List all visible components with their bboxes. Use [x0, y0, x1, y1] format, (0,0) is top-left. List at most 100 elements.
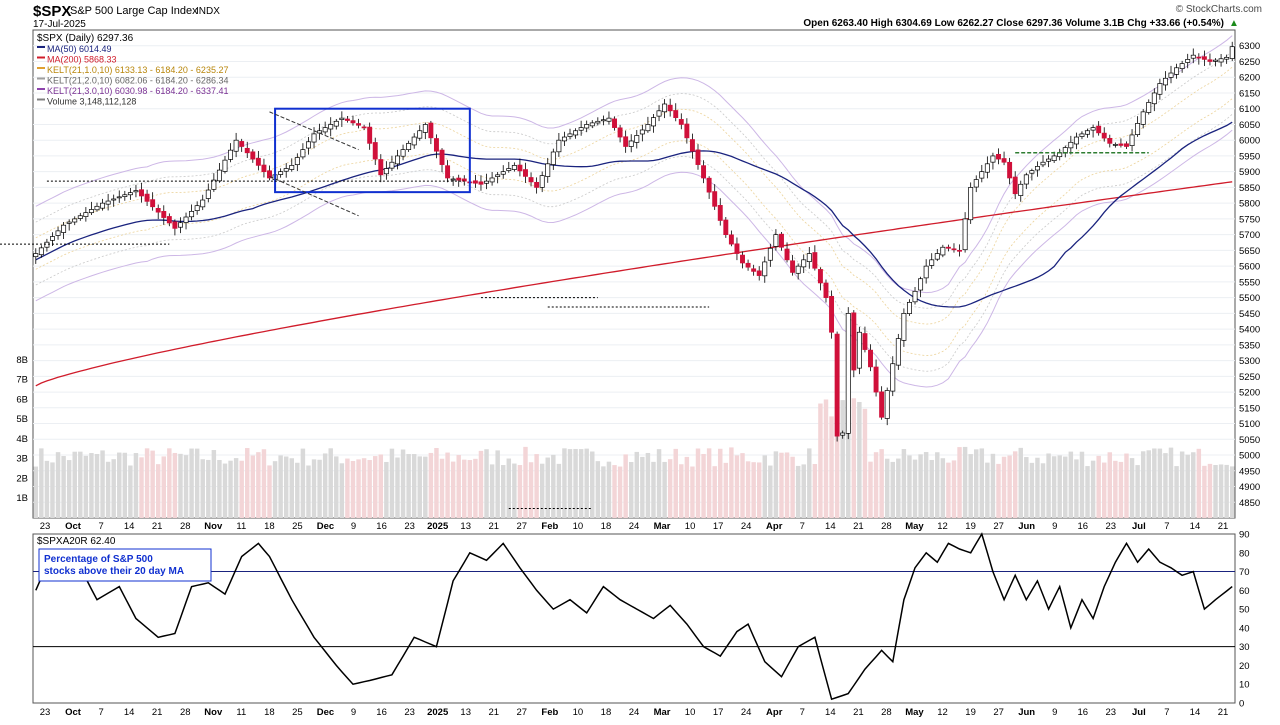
- volume-bar: [896, 458, 901, 518]
- candle-body: [812, 252, 818, 269]
- candle-body: [1040, 161, 1046, 166]
- indicator-x-label: Nov: [204, 707, 223, 718]
- volume-bar: [884, 458, 890, 518]
- volume-bar: [1040, 463, 1046, 518]
- volume-bar: [834, 399, 840, 518]
- candle-body: [1046, 158, 1052, 162]
- volume-bar: [172, 452, 178, 518]
- volume-bar: [801, 464, 806, 518]
- volume-bar: [712, 466, 717, 518]
- volume-bar: [1179, 451, 1185, 518]
- candle-body: [662, 103, 668, 113]
- candle-body: [294, 157, 300, 166]
- candle-body: [200, 199, 206, 208]
- volume-bar: [1029, 462, 1035, 518]
- price-tick-label: 5300: [1239, 356, 1260, 367]
- price-tick-label: 5950: [1239, 151, 1260, 162]
- candle-body: [840, 432, 846, 436]
- candle-body: [155, 207, 161, 213]
- indicator-x-label: 17: [713, 707, 724, 718]
- volume-bar: [818, 403, 823, 518]
- volume-bar: [334, 456, 339, 518]
- volume-bar: [556, 463, 562, 518]
- volume-bar: [72, 451, 77, 518]
- volume-bar: [1024, 457, 1029, 518]
- candle-body: [361, 126, 367, 129]
- volume-bar: [189, 448, 194, 518]
- candle-body: [1068, 141, 1074, 149]
- volume-bar: [673, 448, 678, 518]
- volume-bar: [167, 448, 172, 518]
- volume-bar: [851, 398, 857, 518]
- price-x-label: Nov: [204, 521, 223, 532]
- volume-bar: [684, 456, 690, 518]
- price-x-label: 28: [180, 521, 191, 532]
- volume-bar: [373, 456, 378, 518]
- candle-body: [411, 136, 417, 146]
- indicator-panel: 0 10 20 30 40 50 60 70 80 90 $SPXA20R 62.40 Percent…: [32, 530, 1250, 718]
- candle-body: [311, 133, 317, 143]
- candle-body: [88, 209, 94, 214]
- indicator-tick-label: 40: [1239, 623, 1250, 634]
- volume-bar: [406, 454, 411, 518]
- candle-body: [506, 168, 512, 171]
- exchange-label: INDX: [196, 6, 220, 17]
- volume-bar: [979, 448, 985, 518]
- price-x-label: 10: [573, 521, 584, 532]
- price-tick-label: 6300: [1239, 41, 1260, 52]
- chart-date: 17-Jul-2025: [33, 19, 86, 30]
- indicator-x-label: 27: [517, 707, 528, 718]
- volume-bar: [1196, 448, 1202, 518]
- candle-body: [161, 211, 167, 218]
- candle-body: [873, 366, 879, 393]
- volume-bar: [100, 450, 105, 518]
- volume-bar: [656, 449, 662, 518]
- volume-bar: [590, 451, 595, 518]
- price-x-label: 23: [40, 521, 51, 532]
- annotation-box: [38, 548, 212, 582]
- volume-bar: [1051, 456, 1057, 518]
- candle-body: [322, 127, 328, 133]
- volume-bar: [1007, 455, 1012, 518]
- candle-body: [50, 236, 55, 241]
- volume-bar: [879, 449, 884, 518]
- price-tick-label: 5650: [1239, 246, 1260, 257]
- volume-tick-label: 1B: [16, 493, 28, 504]
- volume-bar: [1118, 461, 1124, 518]
- candle-body: [183, 216, 189, 223]
- indicator-x-label: 16: [376, 707, 387, 718]
- candle-body: [990, 155, 996, 163]
- volume-bar: [1035, 457, 1040, 518]
- candle-body: [133, 190, 139, 193]
- legend-swatch: [37, 46, 45, 48]
- volume-bar: [328, 448, 333, 518]
- candle-body: [194, 205, 200, 211]
- volume-bar: [768, 465, 773, 518]
- volume-bar: [562, 448, 567, 518]
- volume-bar: [640, 456, 645, 518]
- candle-body: [567, 133, 573, 137]
- price-x-label: 13: [460, 521, 471, 532]
- candle-body: [105, 200, 111, 205]
- candle-body: [139, 189, 144, 197]
- volume-bar: [662, 461, 667, 518]
- candle-body: [1174, 67, 1180, 75]
- candle-body: [94, 205, 100, 211]
- candle-body: [433, 138, 439, 152]
- legend-swatch: [37, 98, 45, 101]
- indicator-x-label: 14: [124, 707, 135, 718]
- indicator-x-label: Feb: [541, 707, 558, 718]
- volume-bar: [423, 456, 428, 518]
- volume-bar: [434, 447, 439, 518]
- candle-body: [439, 149, 445, 165]
- ohlc-readout: Open 6263.40 High 6304.69 Low 6262.27 Cl…: [803, 18, 1224, 29]
- ma200-line: [35, 181, 1233, 387]
- legend-entry: MA(50) 6014.49: [47, 44, 112, 54]
- candle-body: [111, 198, 117, 201]
- volume-bar: [395, 457, 400, 518]
- candle-body: [244, 147, 250, 154]
- price-x-label: 21: [152, 521, 163, 532]
- volume-bar: [1085, 466, 1090, 518]
- volume-bar: [701, 453, 706, 518]
